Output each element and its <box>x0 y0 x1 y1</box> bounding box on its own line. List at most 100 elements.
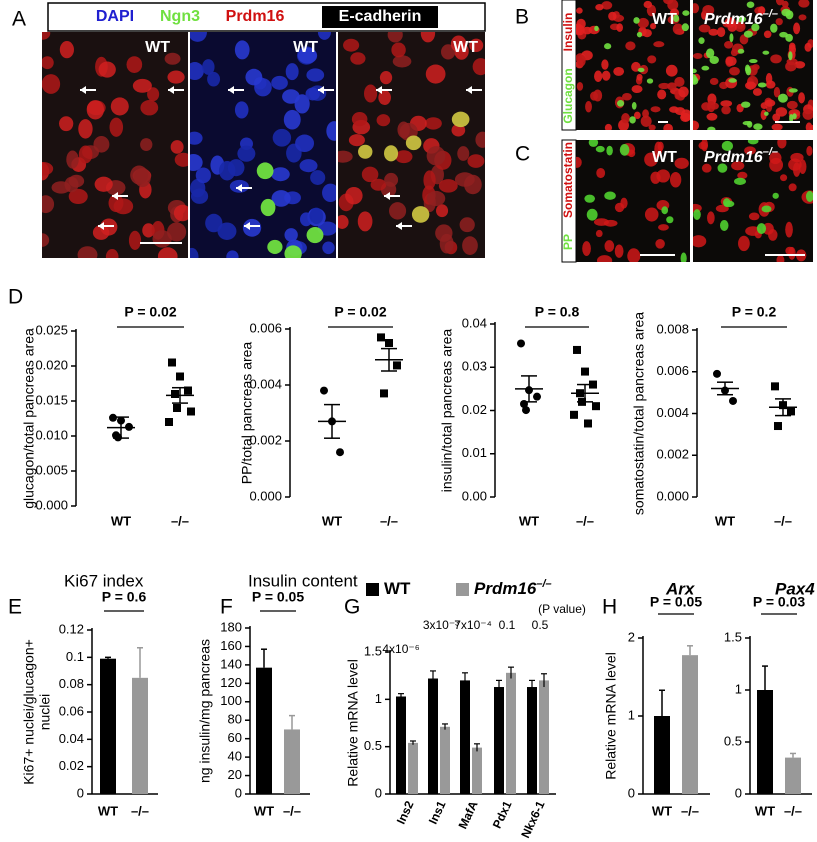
bar <box>132 677 148 794</box>
cell <box>790 152 804 163</box>
cell <box>736 16 747 23</box>
x-tick-label: Nkx6-1 <box>518 798 547 840</box>
cell <box>92 225 110 240</box>
cell <box>595 4 604 11</box>
cell <box>384 172 399 187</box>
cell <box>748 212 760 221</box>
y-tick-label: 1.5 <box>364 643 382 658</box>
cell <box>636 31 643 38</box>
cell <box>272 128 292 147</box>
chart-title: Insulin content <box>248 571 358 590</box>
cell <box>802 108 813 120</box>
cell <box>295 134 315 153</box>
cell <box>761 205 772 213</box>
arrow-head <box>384 192 390 200</box>
data-point <box>771 382 779 391</box>
p-value-note: (P value) <box>538 602 586 616</box>
cell <box>637 67 645 73</box>
bar <box>757 690 773 794</box>
cell <box>653 41 665 48</box>
cells <box>42 0 813 262</box>
cell <box>650 106 661 113</box>
cell <box>94 176 113 192</box>
x-tick-label: WT <box>715 513 735 528</box>
cell <box>746 1 755 8</box>
cell <box>604 43 612 50</box>
cell <box>424 117 442 130</box>
y-tick-label: 0.006 <box>656 363 689 378</box>
cell <box>190 188 209 204</box>
cell <box>285 63 299 81</box>
cell <box>657 89 667 100</box>
y-tick-label: 0.01 <box>462 445 487 460</box>
cell <box>706 112 718 121</box>
cell <box>785 221 793 238</box>
y-tick-label: 100 <box>220 693 242 708</box>
cell <box>709 55 719 65</box>
y-tick-label: 0.08 <box>59 676 84 691</box>
y-tick-label: 0.004 <box>656 405 689 420</box>
cell <box>68 188 88 205</box>
cell <box>751 64 760 71</box>
cell <box>788 183 797 192</box>
cell <box>66 150 79 169</box>
cell <box>805 122 813 130</box>
cell <box>363 84 378 103</box>
cell <box>785 246 795 255</box>
y-tick-label: 0.005 <box>35 462 68 477</box>
genotype-label: Prdm16–/– <box>704 8 778 28</box>
bar <box>472 747 482 794</box>
legend-superscript: –/– <box>536 578 551 590</box>
stain-label: Ngn3 <box>160 8 200 25</box>
cell <box>207 71 221 87</box>
y-tick-label: 0 <box>77 785 84 800</box>
stain-label: Insulin <box>561 13 575 52</box>
y-tick-label: 180 <box>220 619 242 634</box>
p-value: 4x10⁻⁶ <box>382 642 419 656</box>
cell <box>387 32 403 43</box>
stain-label: E-cadherin <box>339 8 422 25</box>
cell <box>157 247 178 258</box>
cell <box>625 41 636 51</box>
y-tick-label: 0.015 <box>35 392 68 407</box>
cell <box>317 32 331 40</box>
gene-name: Prdm16 <box>704 11 763 28</box>
cell <box>737 48 745 54</box>
data-point <box>570 410 578 419</box>
cell <box>777 93 788 103</box>
y-tick-label: 120 <box>220 675 242 690</box>
cell <box>669 172 682 188</box>
cell <box>720 100 733 107</box>
y-tick-label: 0 <box>735 785 742 800</box>
cell <box>348 134 365 147</box>
arrow-head <box>466 86 472 94</box>
cell <box>793 22 801 35</box>
x-tick-label: Pdx1 <box>490 798 515 830</box>
panel-label: B <box>515 6 529 29</box>
y-axis-label: Relative mRNA level <box>603 652 619 780</box>
cell <box>170 140 184 154</box>
cell <box>658 82 671 90</box>
cell <box>441 44 456 60</box>
cell <box>309 207 324 225</box>
cell <box>721 140 733 152</box>
cell <box>770 54 782 64</box>
arrow-head <box>228 86 234 94</box>
cell <box>756 223 767 234</box>
cell <box>64 176 79 193</box>
cell <box>721 105 731 115</box>
bar <box>440 726 450 794</box>
legend-swatch <box>456 583 469 596</box>
data-point <box>774 422 782 431</box>
cell <box>297 47 318 64</box>
cell <box>775 0 784 6</box>
cell <box>110 97 129 116</box>
bar <box>539 680 549 794</box>
cell <box>633 17 640 24</box>
chart-title: Arx <box>665 579 696 598</box>
cell <box>594 25 599 32</box>
cell <box>647 55 657 64</box>
cell <box>701 163 712 173</box>
cell <box>242 218 262 237</box>
y-axis-label: PP/total pancreas area <box>239 342 255 485</box>
